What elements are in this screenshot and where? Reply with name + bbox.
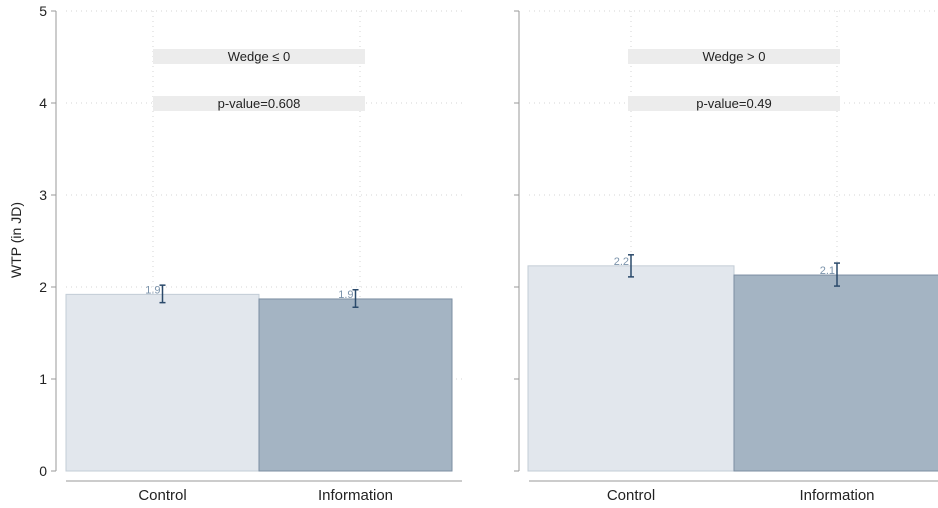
x-tick-label: Information bbox=[799, 487, 874, 504]
panel-title: Wedge > 0 bbox=[702, 49, 765, 64]
y-tick-label: 4 bbox=[39, 95, 47, 111]
bar-control bbox=[527, 265, 735, 472]
y-axis-title: WTP (in JD) bbox=[8, 202, 24, 278]
pvalue-box bbox=[628, 96, 840, 111]
y-tick-label: 0 bbox=[39, 463, 47, 479]
panel-title-box bbox=[628, 49, 840, 64]
y-tick-label: 1 bbox=[39, 371, 47, 387]
x-tick-label: Control bbox=[607, 487, 655, 504]
panel-1: 0 1 2 3 4 5 1.9 Control 1.9 Information Wedge ≤ 0 p… bbox=[39, 3, 462, 504]
bar-value-label: 2.1 bbox=[820, 265, 835, 277]
panel-title-box bbox=[153, 49, 365, 64]
bar-information bbox=[258, 298, 453, 472]
y-tick-label: 2 bbox=[39, 279, 47, 295]
bar-information bbox=[733, 274, 938, 472]
pvalue-text: p-value=0.608 bbox=[218, 96, 301, 111]
y-tick-label: 3 bbox=[39, 187, 47, 203]
pvalue-text: p-value=0.49 bbox=[696, 96, 772, 111]
bar-value-label: 2.2 bbox=[614, 256, 629, 268]
panel-2: 2.2 Control 2.1 Information Wedge > 0 p-value… bbox=[514, 10, 938, 504]
y-tick-label: 5 bbox=[39, 3, 47, 19]
bar-value-label: 1.9 bbox=[145, 284, 160, 296]
panel-title: Wedge ≤ 0 bbox=[228, 49, 291, 64]
x-tick-label: Information bbox=[318, 487, 393, 504]
bar-control bbox=[65, 293, 260, 472]
bar-value-label: 1.9 bbox=[338, 289, 353, 301]
x-tick-label: Control bbox=[138, 487, 186, 504]
pvalue-box bbox=[153, 96, 365, 111]
